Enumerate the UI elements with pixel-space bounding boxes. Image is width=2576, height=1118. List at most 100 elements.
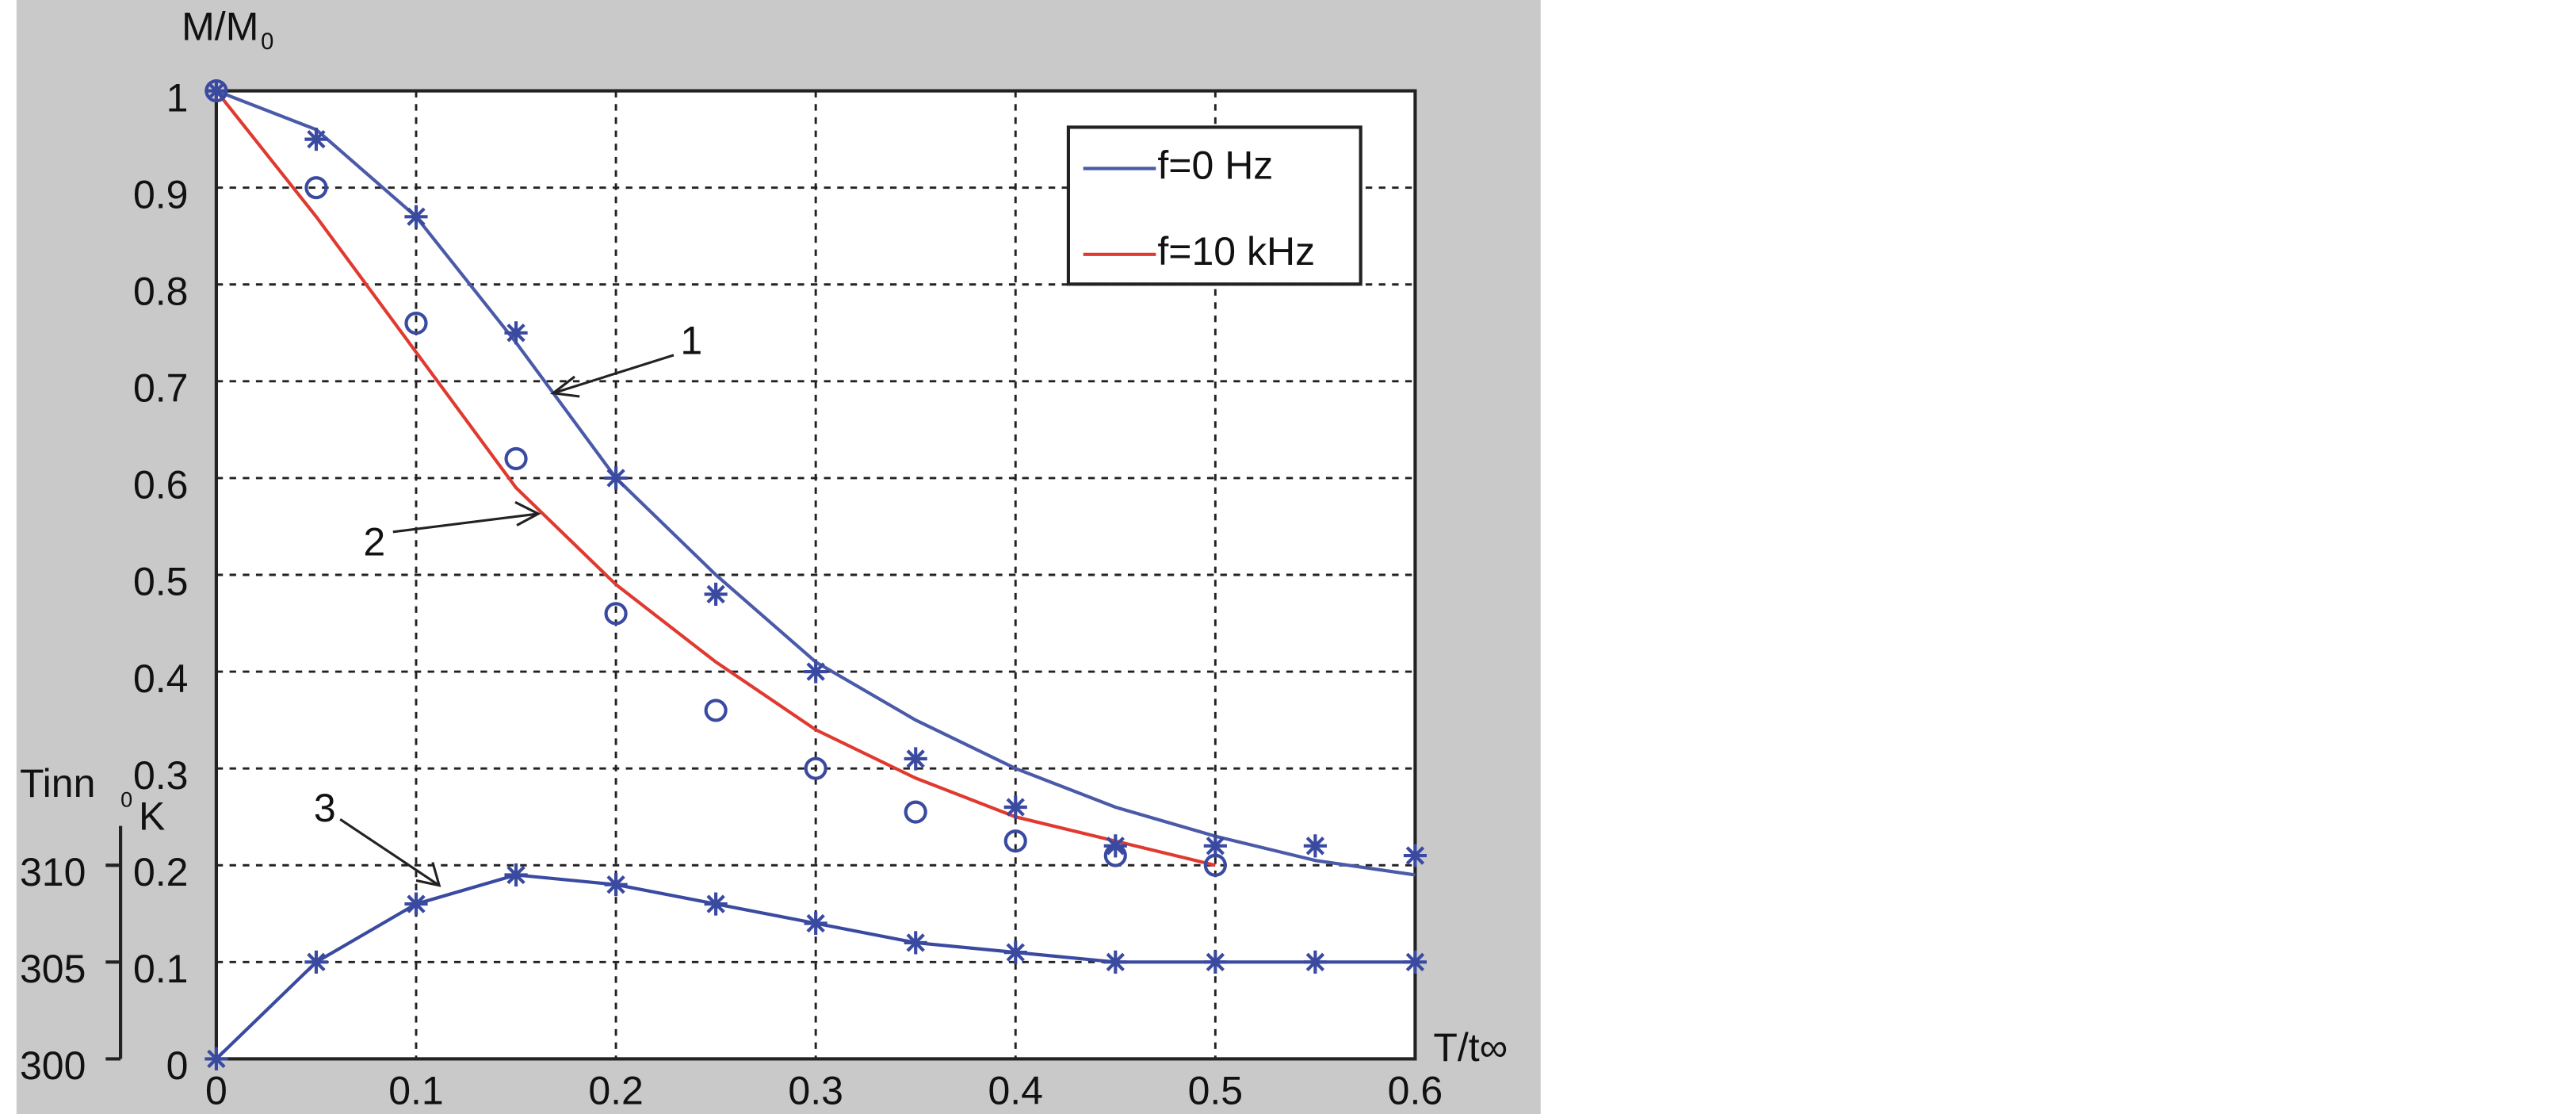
- y-label-subscript: 0: [261, 29, 273, 55]
- line: [215, 90, 1216, 867]
- star-marker: [1303, 834, 1327, 858]
- y-tick-label: 0.1: [133, 947, 189, 991]
- star-marker: [504, 321, 528, 345]
- star-stroke: [207, 81, 226, 101]
- circle-marker: [1203, 853, 1227, 877]
- star-stroke: [506, 865, 526, 885]
- star-marker: [904, 931, 927, 955]
- star-stroke: [1006, 798, 1025, 817]
- arrow: [552, 354, 675, 395]
- x-axis-label: T/t∞: [1433, 1025, 1508, 1070]
- y2-label-text: Tinn: [20, 761, 95, 806]
- arrow-head: [549, 375, 580, 398]
- star-marker: [604, 466, 628, 490]
- y-tick-label: 0.3: [133, 753, 189, 798]
- star-marker: [604, 873, 628, 897]
- star-stroke: [1405, 952, 1425, 972]
- x-tick-label: 0.5: [1188, 1068, 1244, 1112]
- star-marker: [1403, 844, 1427, 867]
- arrow-head: [514, 500, 541, 526]
- star-marker: [504, 863, 528, 887]
- star-marker: [704, 582, 728, 606]
- star-stroke: [307, 129, 326, 149]
- star-stroke: [1006, 943, 1025, 962]
- legend-box: [1066, 125, 1363, 286]
- star-stroke: [806, 662, 825, 681]
- y-tick-label: 0.2: [133, 850, 189, 894]
- star-stroke: [1405, 846, 1425, 865]
- y2-tick-label: 310: [20, 850, 86, 894]
- x-tick-label: 0.4: [988, 1068, 1043, 1112]
- y-tick-label: 0.8: [133, 269, 189, 313]
- annotation-label: 2: [363, 520, 385, 565]
- circle-marker: [404, 311, 428, 335]
- star-stroke: [1206, 837, 1225, 856]
- circle-marker: [704, 699, 728, 722]
- y2-label-unit: K: [139, 794, 165, 839]
- star-stroke: [606, 875, 625, 894]
- star-marker: [204, 78, 228, 103]
- annotations: [339, 354, 675, 887]
- y-tick-label: 0.5: [133, 560, 189, 604]
- circle-marker: [1103, 844, 1127, 867]
- x-tick-label: 0.1: [388, 1068, 444, 1112]
- star-stroke: [1206, 952, 1225, 972]
- circle-marker: [604, 602, 628, 626]
- annotation-label: 1: [680, 319, 702, 363]
- legend-label: f=0 Hz: [1157, 144, 1273, 188]
- arrow: [392, 512, 539, 534]
- star-stroke: [706, 584, 725, 604]
- marks: [204, 78, 1427, 1070]
- star-marker: [1203, 834, 1227, 858]
- star-marker: [804, 911, 827, 936]
- star-marker: [1203, 950, 1227, 974]
- y-label-text: M/M: [182, 5, 258, 49]
- star-stroke: [1305, 952, 1325, 972]
- y-tick-label: 0.6: [133, 463, 189, 507]
- star-marker: [304, 128, 328, 151]
- star-marker: [804, 660, 827, 683]
- star-marker: [904, 747, 927, 771]
- arrow-head: [415, 862, 441, 887]
- y-tick-label: 0.7: [133, 366, 189, 411]
- star-stroke: [806, 913, 825, 933]
- star-marker: [304, 950, 328, 974]
- y-axis-label: M/M 0: [182, 5, 273, 55]
- star-stroke: [407, 207, 426, 226]
- y2-tick-label: 305: [20, 947, 86, 991]
- y2-tick-label: 300: [20, 1043, 86, 1088]
- y-tick-label: 1: [166, 75, 189, 120]
- x-tick-label: 0.2: [588, 1068, 644, 1112]
- legend-label: f=10 kHz: [1157, 229, 1315, 274]
- star-marker: [404, 892, 428, 916]
- y2-axis-label: Tinn 0 K: [20, 761, 165, 839]
- star-marker: [404, 205, 428, 228]
- star-stroke: [906, 933, 925, 952]
- y-tick-label: 0: [166, 1043, 189, 1088]
- star-stroke: [1305, 837, 1325, 856]
- x-tick-label: 0.3: [788, 1068, 843, 1112]
- circle-marker: [904, 800, 927, 824]
- y2-label-superscript: 0: [120, 787, 132, 812]
- star-marker: [1303, 950, 1327, 974]
- star-stroke: [407, 894, 426, 913]
- y-tick-label: 0.9: [133, 172, 189, 216]
- star-marker: [1103, 950, 1127, 974]
- y-tick-label: 0.4: [133, 657, 189, 701]
- star-stroke: [207, 1049, 226, 1069]
- x-tick-label: 0: [205, 1068, 227, 1112]
- circle-marker: [204, 78, 228, 103]
- star-marker: [704, 892, 728, 916]
- star-stroke: [307, 952, 326, 972]
- star-marker: [1403, 950, 1427, 974]
- grid: [215, 90, 1416, 1060]
- x-tick-label: 0.6: [1388, 1068, 1443, 1112]
- annotation-label: 3: [314, 786, 336, 830]
- legend: f=0 Hz f=10 kHz: [1066, 125, 1363, 286]
- star-stroke: [906, 749, 925, 768]
- arrow: [339, 818, 441, 886]
- star-stroke: [606, 469, 625, 488]
- circle-marker: [804, 756, 827, 780]
